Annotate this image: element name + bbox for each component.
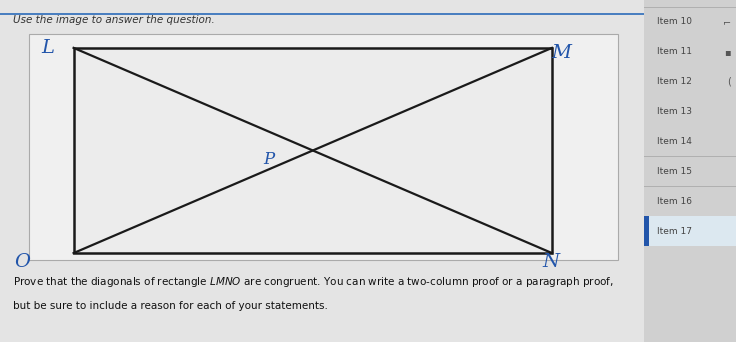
Text: N: N	[542, 253, 559, 271]
Text: P: P	[263, 150, 275, 168]
Text: Item 17: Item 17	[657, 227, 693, 236]
Bar	[644, 0, 736, 342]
Bar	[644, 186, 736, 187]
Text: Item 11: Item 11	[657, 47, 693, 56]
Text: L: L	[41, 39, 54, 57]
Text: Prove that the diagonals of rectangle $LMNO$ are congruent. You can write a two-: Prove that the diagonals of rectangle $L…	[13, 275, 614, 289]
Text: M: M	[551, 44, 571, 62]
Text: Item 13: Item 13	[657, 107, 693, 116]
Bar	[644, 7, 736, 8]
Bar	[644, 37, 736, 38]
Bar	[29, 34, 618, 260]
Text: but be sure to include a reason for each of your statements.: but be sure to include a reason for each…	[13, 301, 328, 311]
Text: ▪: ▪	[724, 47, 731, 57]
Bar	[0, 13, 644, 15]
Text: O: O	[14, 253, 30, 271]
Text: Item 12: Item 12	[657, 77, 692, 86]
Polygon shape	[74, 48, 552, 253]
Bar	[644, 216, 649, 246]
Text: Use the image to answer the question.: Use the image to answer the question.	[13, 15, 215, 25]
Bar	[644, 96, 736, 97]
Text: (: (	[727, 77, 731, 87]
Text: Item 10: Item 10	[657, 17, 693, 26]
Bar	[644, 216, 736, 217]
Text: Item 15: Item 15	[657, 167, 693, 176]
Text: Item 16: Item 16	[657, 197, 693, 206]
Bar	[0, 0, 644, 342]
Bar	[644, 216, 736, 246]
Text: Item 14: Item 14	[657, 137, 692, 146]
Text: ⌐: ⌐	[723, 17, 731, 27]
